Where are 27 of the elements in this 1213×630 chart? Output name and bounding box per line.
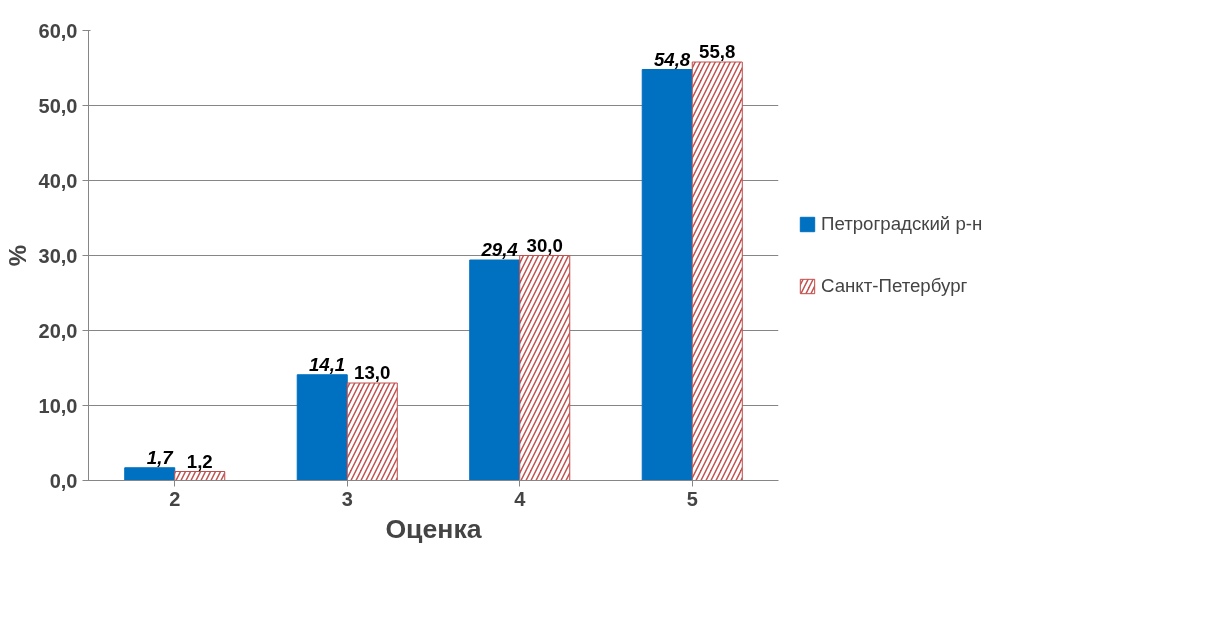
legend-label: Санкт-Петербург bbox=[821, 275, 968, 297]
y-axis-title: % bbox=[3, 244, 31, 267]
data-label: 54,8 bbox=[653, 48, 691, 70]
y-tick-label: 50,0 bbox=[38, 94, 78, 117]
data-label: 29,4 bbox=[480, 239, 519, 260]
data-label: 14,1 bbox=[308, 353, 346, 375]
x-tick-label: 3 bbox=[341, 487, 353, 510]
bar bbox=[469, 259, 521, 481]
legend-label: Петроградский р-н bbox=[821, 213, 983, 235]
bar bbox=[641, 69, 693, 481]
data-label: 13,0 bbox=[354, 362, 391, 383]
y-tick-label: 20,0 bbox=[38, 319, 78, 342]
data-label: 30,0 bbox=[526, 234, 563, 256]
y-tick-label: 40,0 bbox=[38, 169, 78, 192]
data-label: 55,8 bbox=[699, 41, 736, 62]
y-tick-label: 60,0 bbox=[38, 19, 78, 42]
y-tick-label: 0,0 bbox=[49, 469, 78, 492]
bar bbox=[296, 374, 348, 481]
y-tick-label: 10,0 bbox=[38, 394, 78, 417]
y-tick-label: 30,0 bbox=[38, 244, 78, 267]
data-label: 1,7 bbox=[146, 446, 175, 468]
data-label: 1,2 bbox=[186, 450, 213, 472]
x-tick-label: 2 bbox=[169, 487, 181, 510]
x-tick-label: 4 bbox=[514, 487, 527, 510]
x-tick-label: 5 bbox=[686, 487, 698, 510]
bar bbox=[124, 467, 176, 481]
x-axis-title: Оценка bbox=[385, 513, 482, 544]
